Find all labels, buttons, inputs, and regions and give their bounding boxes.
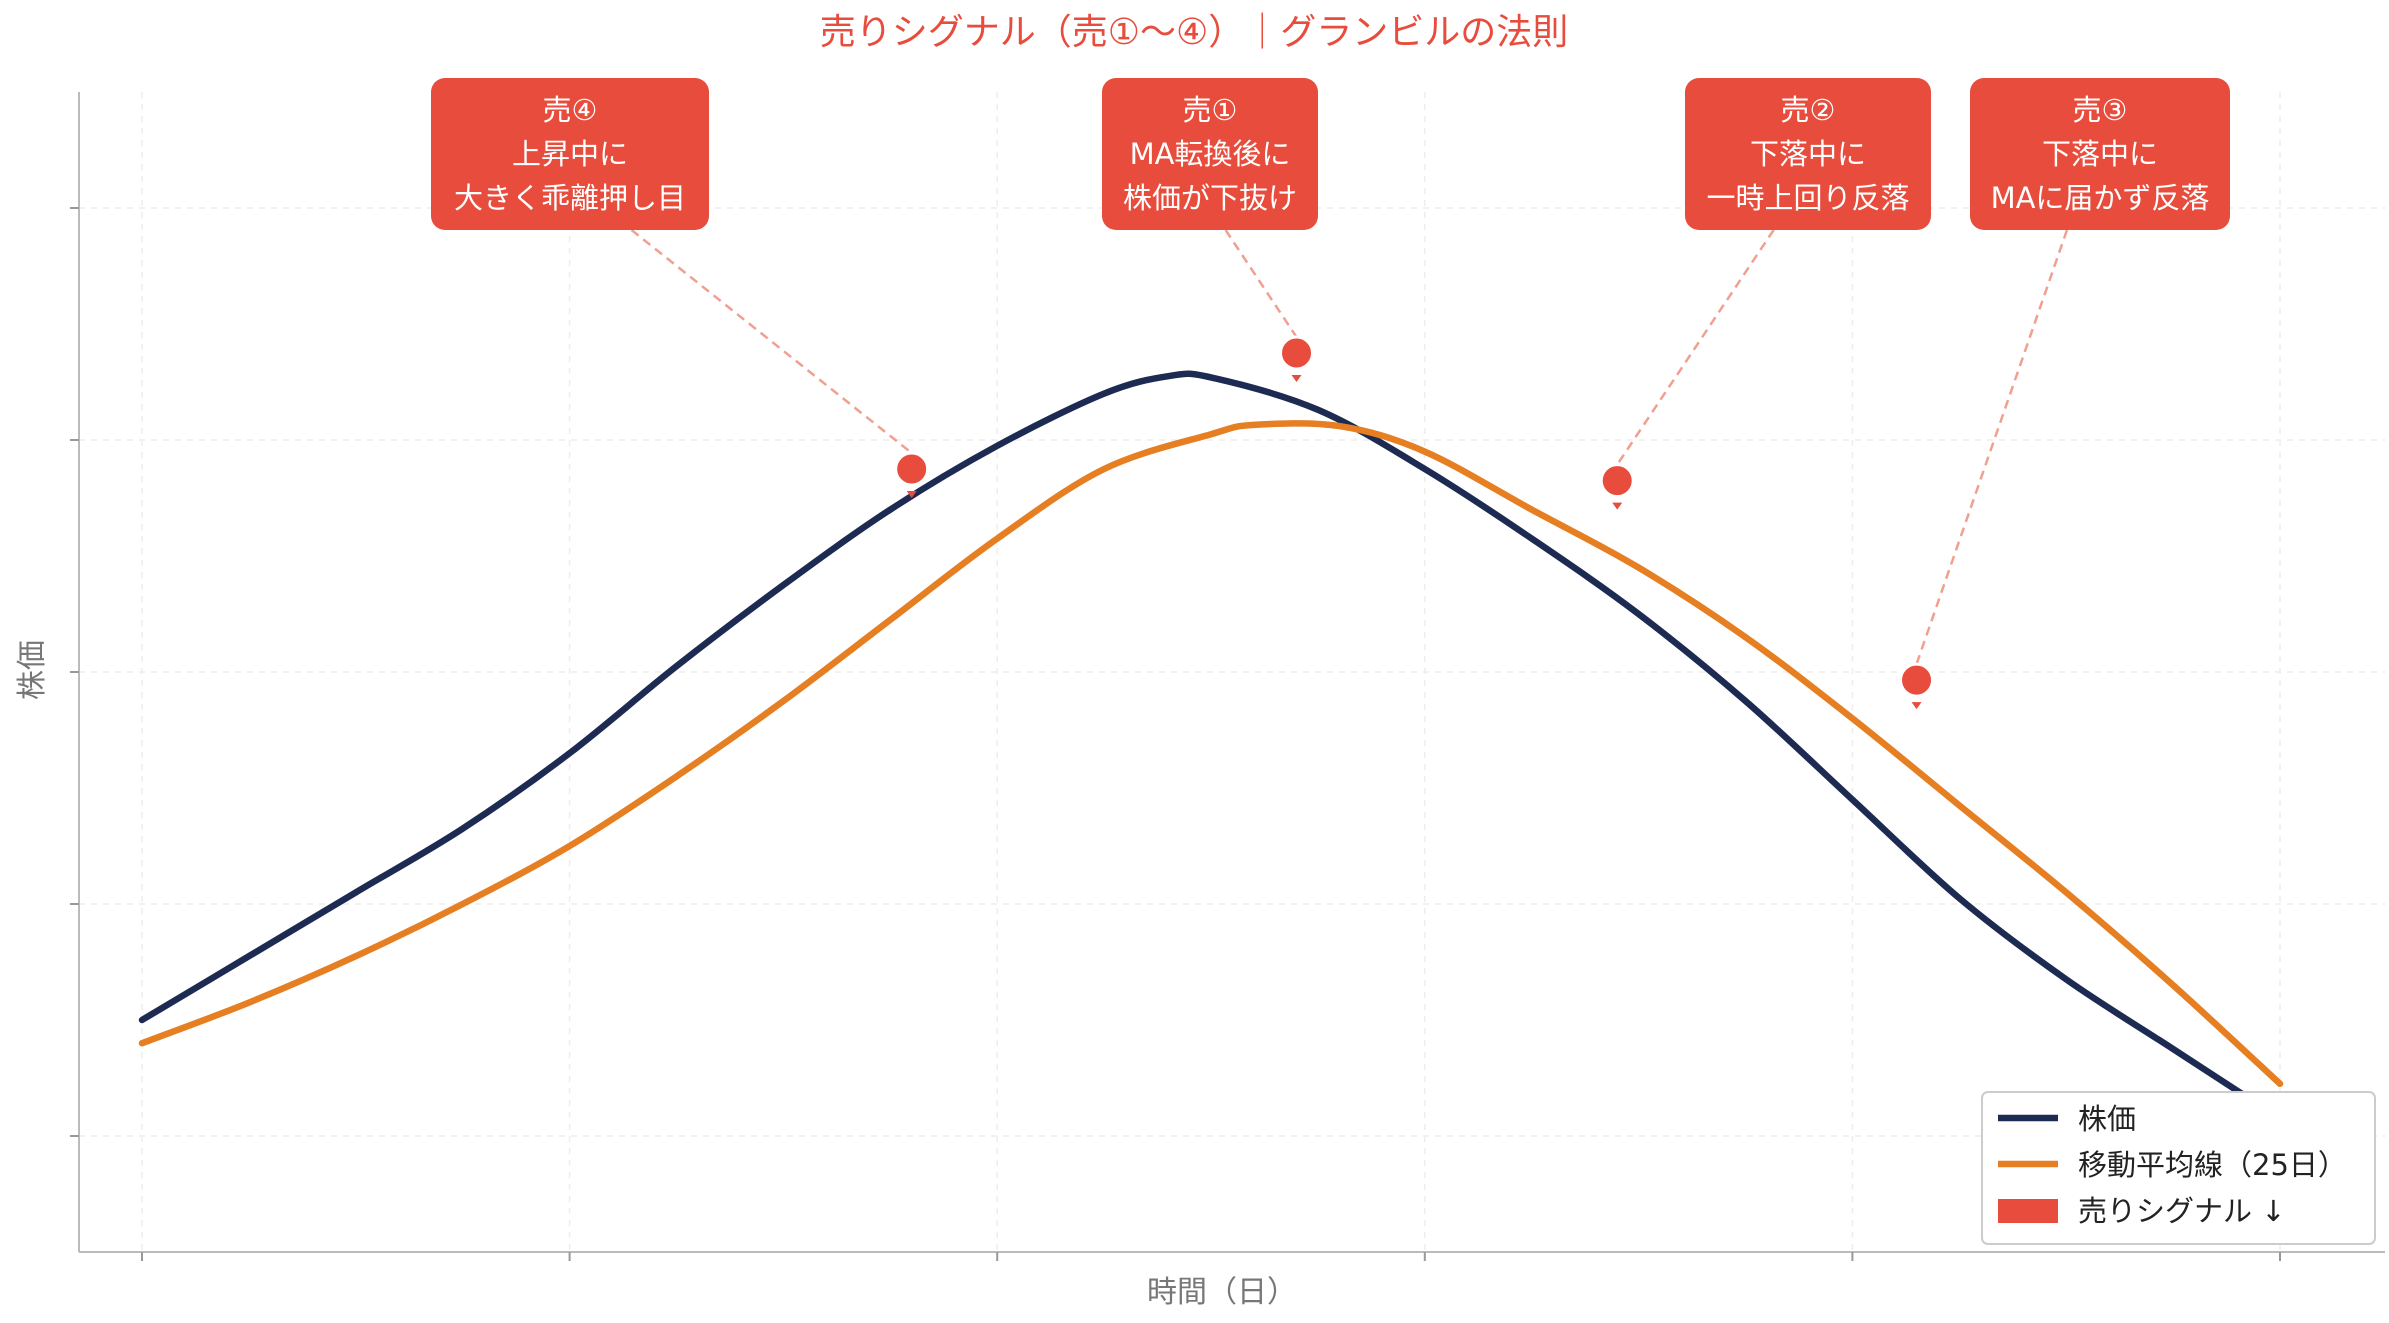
signal-markers xyxy=(894,335,1935,710)
callout-text: 売① xyxy=(1183,93,1238,127)
chart-title: 売りシグナル（売①〜④）｜グランビルの法則 xyxy=(820,12,1569,53)
callout-text: 下落中に xyxy=(2042,137,2158,171)
callout-box xyxy=(431,78,709,230)
callout-text: MA転換後に xyxy=(1130,137,1291,171)
moving-average-line xyxy=(138,420,2284,1088)
series-lines xyxy=(138,370,2284,1122)
callout-text: 売② xyxy=(1781,93,1836,127)
legend-label: 株価 xyxy=(2078,1102,2136,1136)
signal-arrow-tip xyxy=(1291,375,1302,382)
legend-swatch xyxy=(1998,1199,2058,1223)
callout-text: 売③ xyxy=(2073,93,2128,127)
callout-leaders xyxy=(630,229,2069,665)
signal-arrow-tip xyxy=(906,491,917,498)
callout-leader xyxy=(1224,229,1298,338)
sell-signal-marker xyxy=(1899,662,1935,710)
callout-text: 一時上回り反落 xyxy=(1706,181,1909,215)
legend-label: 移動平均線（25日） xyxy=(2078,1148,2347,1182)
callout-leader xyxy=(1616,229,1775,466)
signal-dot xyxy=(1899,662,1935,698)
signal-dot xyxy=(1599,463,1635,499)
callout-text: 下落中に xyxy=(1750,137,1866,171)
callout-text: MAに届かず反落 xyxy=(1991,181,2210,215)
legend-box xyxy=(1981,1091,2376,1245)
callout-box xyxy=(1685,78,1931,230)
y-axis-label: 株価 xyxy=(15,640,50,700)
callout-text: 売④ xyxy=(543,93,598,127)
sell-signal-marker xyxy=(894,451,930,498)
callout-text: 大きく乖離押し目 xyxy=(454,181,686,215)
grid xyxy=(79,92,2385,1252)
x-axis-label: 時間（日） xyxy=(1147,1275,1297,1310)
signal-dot xyxy=(894,451,930,487)
sell-signal-marker xyxy=(1279,335,1315,382)
signal-dot xyxy=(1279,335,1315,371)
callout-leader xyxy=(1915,229,2069,665)
signal-arrow-tip xyxy=(1911,702,1922,710)
callout-box xyxy=(1102,78,1318,230)
callout-4: 売③ 下落中に MAに届かず反落 xyxy=(1970,78,2230,230)
legend-label: 売りシグナル ↓ xyxy=(2078,1194,2286,1228)
callout-box xyxy=(1970,78,2230,230)
price-line xyxy=(138,370,2284,1122)
callout-text: 上昇中に xyxy=(512,137,628,171)
sell-signal-marker xyxy=(1599,463,1635,510)
callout-text: 株価が下抜け xyxy=(1123,181,1297,215)
callout-leader xyxy=(630,229,913,454)
signal-arrow-tip xyxy=(1612,502,1623,510)
axes xyxy=(70,92,2385,1261)
